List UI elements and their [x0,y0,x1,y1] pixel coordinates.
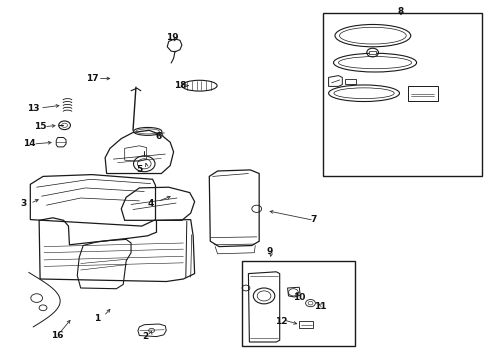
Text: 7: 7 [310,215,317,224]
Text: 15: 15 [34,122,46,131]
Text: 18: 18 [173,81,186,90]
Text: 17: 17 [85,74,98,83]
Bar [368,51,375,54]
Bar [344,79,355,84]
Text: 5: 5 [136,165,142,174]
Text: 3: 3 [20,199,26,208]
Text: 16: 16 [51,331,64,340]
Text: 1: 1 [94,314,100,323]
Text: 9: 9 [266,248,273,256]
Text: 4: 4 [147,199,154,208]
Text: 8: 8 [397,7,403,16]
Text: 12: 12 [274,317,287,325]
Text: 10: 10 [292,292,305,302]
Text: 19: 19 [165,33,178,42]
Bar [407,86,437,101]
Text: 6: 6 [156,132,162,141]
Text: 13: 13 [27,104,40,112]
Bar [242,261,354,346]
Text: 2: 2 [142,332,148,341]
Bar [322,13,481,176]
Bar [299,321,312,328]
Text: 11: 11 [313,302,326,311]
Text: 14: 14 [23,139,36,148]
